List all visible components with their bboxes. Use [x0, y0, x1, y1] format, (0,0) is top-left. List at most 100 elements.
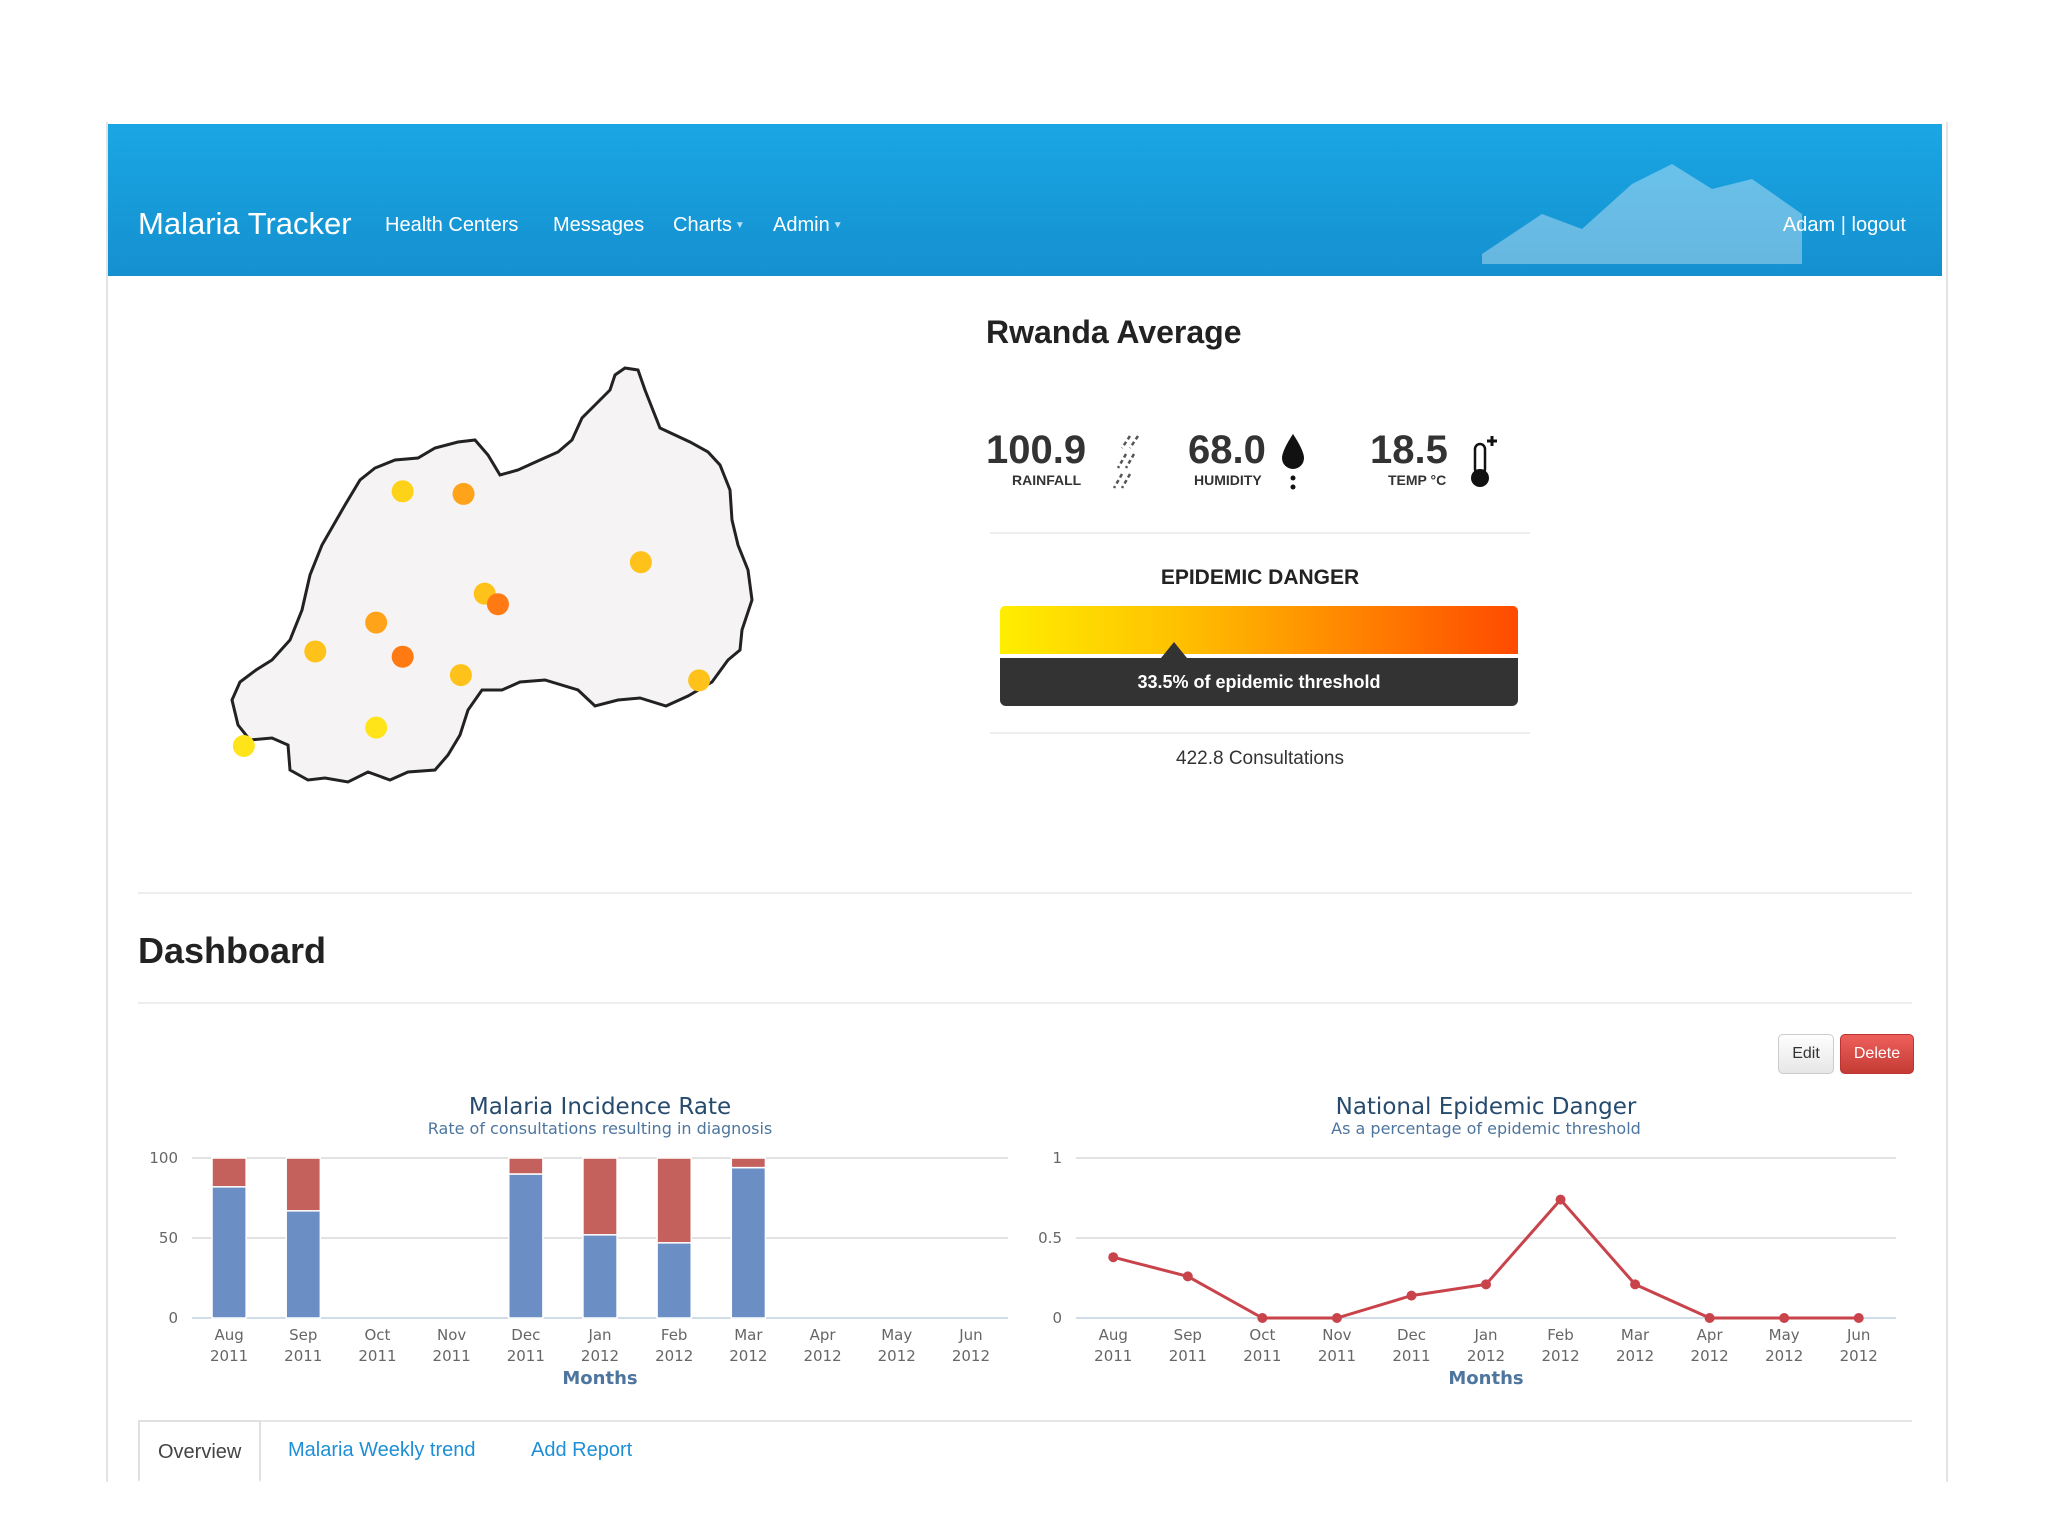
nav-admin-label: Admin [773, 214, 830, 236]
humidity-label: HUMIDITY [1194, 472, 1262, 488]
map-marker[interactable] [391, 480, 414, 503]
x-tick-label: Nov [1322, 1326, 1351, 1344]
tab-add-report[interactable]: Add Report [531, 1439, 633, 1461]
chart-title: National Epidemic Danger [1336, 1094, 1637, 1120]
rwanda-outline [230, 366, 754, 784]
bar-segment[interactable] [285, 1210, 322, 1319]
map-marker[interactable] [365, 716, 388, 739]
x-tick-label: Aug [214, 1326, 243, 1344]
x-tick-label: 2012 [1765, 1347, 1803, 1365]
y-tick-label: 1 [1052, 1149, 1062, 1167]
bar-segment[interactable] [730, 1157, 767, 1169]
x-tick-label: 2012 [1541, 1347, 1579, 1365]
consultations-count: 422.8 Consultations [1176, 748, 1344, 769]
data-point[interactable] [1406, 1290, 1417, 1301]
data-point[interactable] [1481, 1279, 1491, 1290]
x-tick-label: 2012 [952, 1347, 990, 1365]
humidity-metric: 68.0 HUMIDITY [1188, 428, 1304, 500]
y-tick-label: 50 [159, 1229, 178, 1247]
data-point[interactable] [1555, 1194, 1566, 1205]
rainfall-metric: 100.9 RAINFALL [986, 428, 1140, 500]
x-tick-label: 2012 [1840, 1347, 1878, 1365]
chart-subtitle: As a percentage of epidemic threshold [1331, 1119, 1641, 1138]
bar-segment[interactable] [582, 1157, 618, 1236]
map-marker[interactable] [232, 734, 255, 757]
x-tick-label: 2011 [1318, 1347, 1356, 1365]
y-tick-label: 0 [1052, 1309, 1062, 1327]
dashboard-divider [138, 1002, 1912, 1004]
rwanda-map [230, 366, 754, 784]
bar-segment[interactable] [211, 1157, 247, 1188]
x-tick-label: 2012 [1616, 1347, 1654, 1365]
data-point[interactable] [1108, 1252, 1119, 1263]
data-point[interactable] [1331, 1313, 1342, 1323]
x-tick-label: Jun [958, 1326, 982, 1344]
nav-messages[interactable]: Messages [553, 214, 645, 236]
map-marker[interactable] [391, 645, 414, 668]
x-tick-label: 2012 [878, 1347, 916, 1365]
y-tick-label: 100 [149, 1149, 178, 1167]
x-tick-label: Sep [289, 1326, 317, 1344]
x-tick-label: 2012 [1467, 1347, 1505, 1365]
bar-segment[interactable] [730, 1166, 767, 1319]
x-tick-label: Feb [661, 1326, 688, 1344]
user-name-link[interactable]: Adam [1782, 214, 1836, 236]
user-menu: Adam | logout [1783, 214, 1906, 237]
x-tick-label: May [1769, 1326, 1800, 1344]
x-tick-label: Nov [437, 1326, 466, 1344]
caret-down-icon: ▼ [832, 220, 843, 232]
y-tick-label: 0 [168, 1309, 178, 1327]
bar-segment[interactable] [508, 1157, 544, 1175]
bar-segment[interactable] [285, 1157, 322, 1212]
map-marker[interactable] [365, 611, 388, 634]
x-tick-label: 2011 [358, 1347, 396, 1365]
section-divider [138, 892, 1912, 894]
tab-malaria-weekly-trend[interactable]: Malaria Weekly trend [288, 1439, 476, 1461]
map-marker[interactable] [688, 669, 711, 692]
nav-charts[interactable]: Charts ▼ [673, 214, 745, 237]
x-tick-label: 2011 [284, 1347, 322, 1365]
x-tick-label: 2012 [581, 1347, 619, 1365]
x-tick-label: 2011 [507, 1347, 545, 1365]
bar-segment[interactable] [656, 1157, 692, 1244]
x-tick-label: 2011 [1169, 1347, 1207, 1365]
map-marker[interactable] [629, 551, 652, 574]
summary-divider-2 [990, 732, 1530, 734]
brand-logo[interactable]: Malaria Tracker [138, 206, 352, 241]
data-point[interactable] [1779, 1313, 1790, 1323]
nav-health-centers[interactable]: Health Centers [385, 214, 519, 236]
x-tick-label: 2012 [803, 1347, 841, 1365]
tab-overview[interactable]: Overview [138, 1420, 262, 1482]
x-tick-label: 2012 [1691, 1347, 1729, 1365]
x-axis-label: Months [562, 1368, 637, 1389]
epidemic-danger-gauge [1000, 606, 1518, 654]
data-point[interactable] [1853, 1313, 1864, 1323]
x-tick-label: Jan [587, 1326, 611, 1344]
map-marker[interactable] [486, 593, 509, 616]
bar-segment[interactable] [656, 1242, 692, 1319]
bar-segment[interactable] [508, 1173, 544, 1319]
x-tick-label: Oct [1249, 1326, 1275, 1344]
x-tick-label: 2011 [1243, 1347, 1281, 1365]
x-tick-label: 2011 [1392, 1347, 1430, 1365]
bar-segment[interactable] [211, 1186, 247, 1319]
x-tick-label: Apr [810, 1326, 837, 1344]
delete-button[interactable]: Delete [1840, 1034, 1914, 1074]
nav-admin[interactable]: Admin ▼ [773, 214, 843, 237]
logout-link[interactable]: logout [1851, 214, 1907, 236]
data-point[interactable] [1704, 1313, 1715, 1323]
x-tick-label: 2012 [729, 1347, 767, 1365]
humidity-value: 68.0 [1188, 428, 1266, 472]
map-marker[interactable] [452, 482, 475, 505]
data-point[interactable] [1182, 1271, 1193, 1282]
dashboard-tabs: Overview Malaria Weekly trend Add Report [138, 1420, 1912, 1482]
x-axis-label: Months [1448, 1368, 1523, 1389]
edit-button[interactable]: Edit [1778, 1034, 1834, 1074]
data-point[interactable] [1630, 1279, 1641, 1290]
map-marker[interactable] [304, 640, 327, 663]
bar-segment[interactable] [582, 1234, 618, 1319]
map-marker[interactable] [449, 664, 472, 687]
rainfall-value: 100.9 [986, 428, 1087, 472]
epidemic-danger-title: EPIDEMIC DANGER [1160, 566, 1360, 589]
data-point[interactable] [1257, 1313, 1268, 1323]
